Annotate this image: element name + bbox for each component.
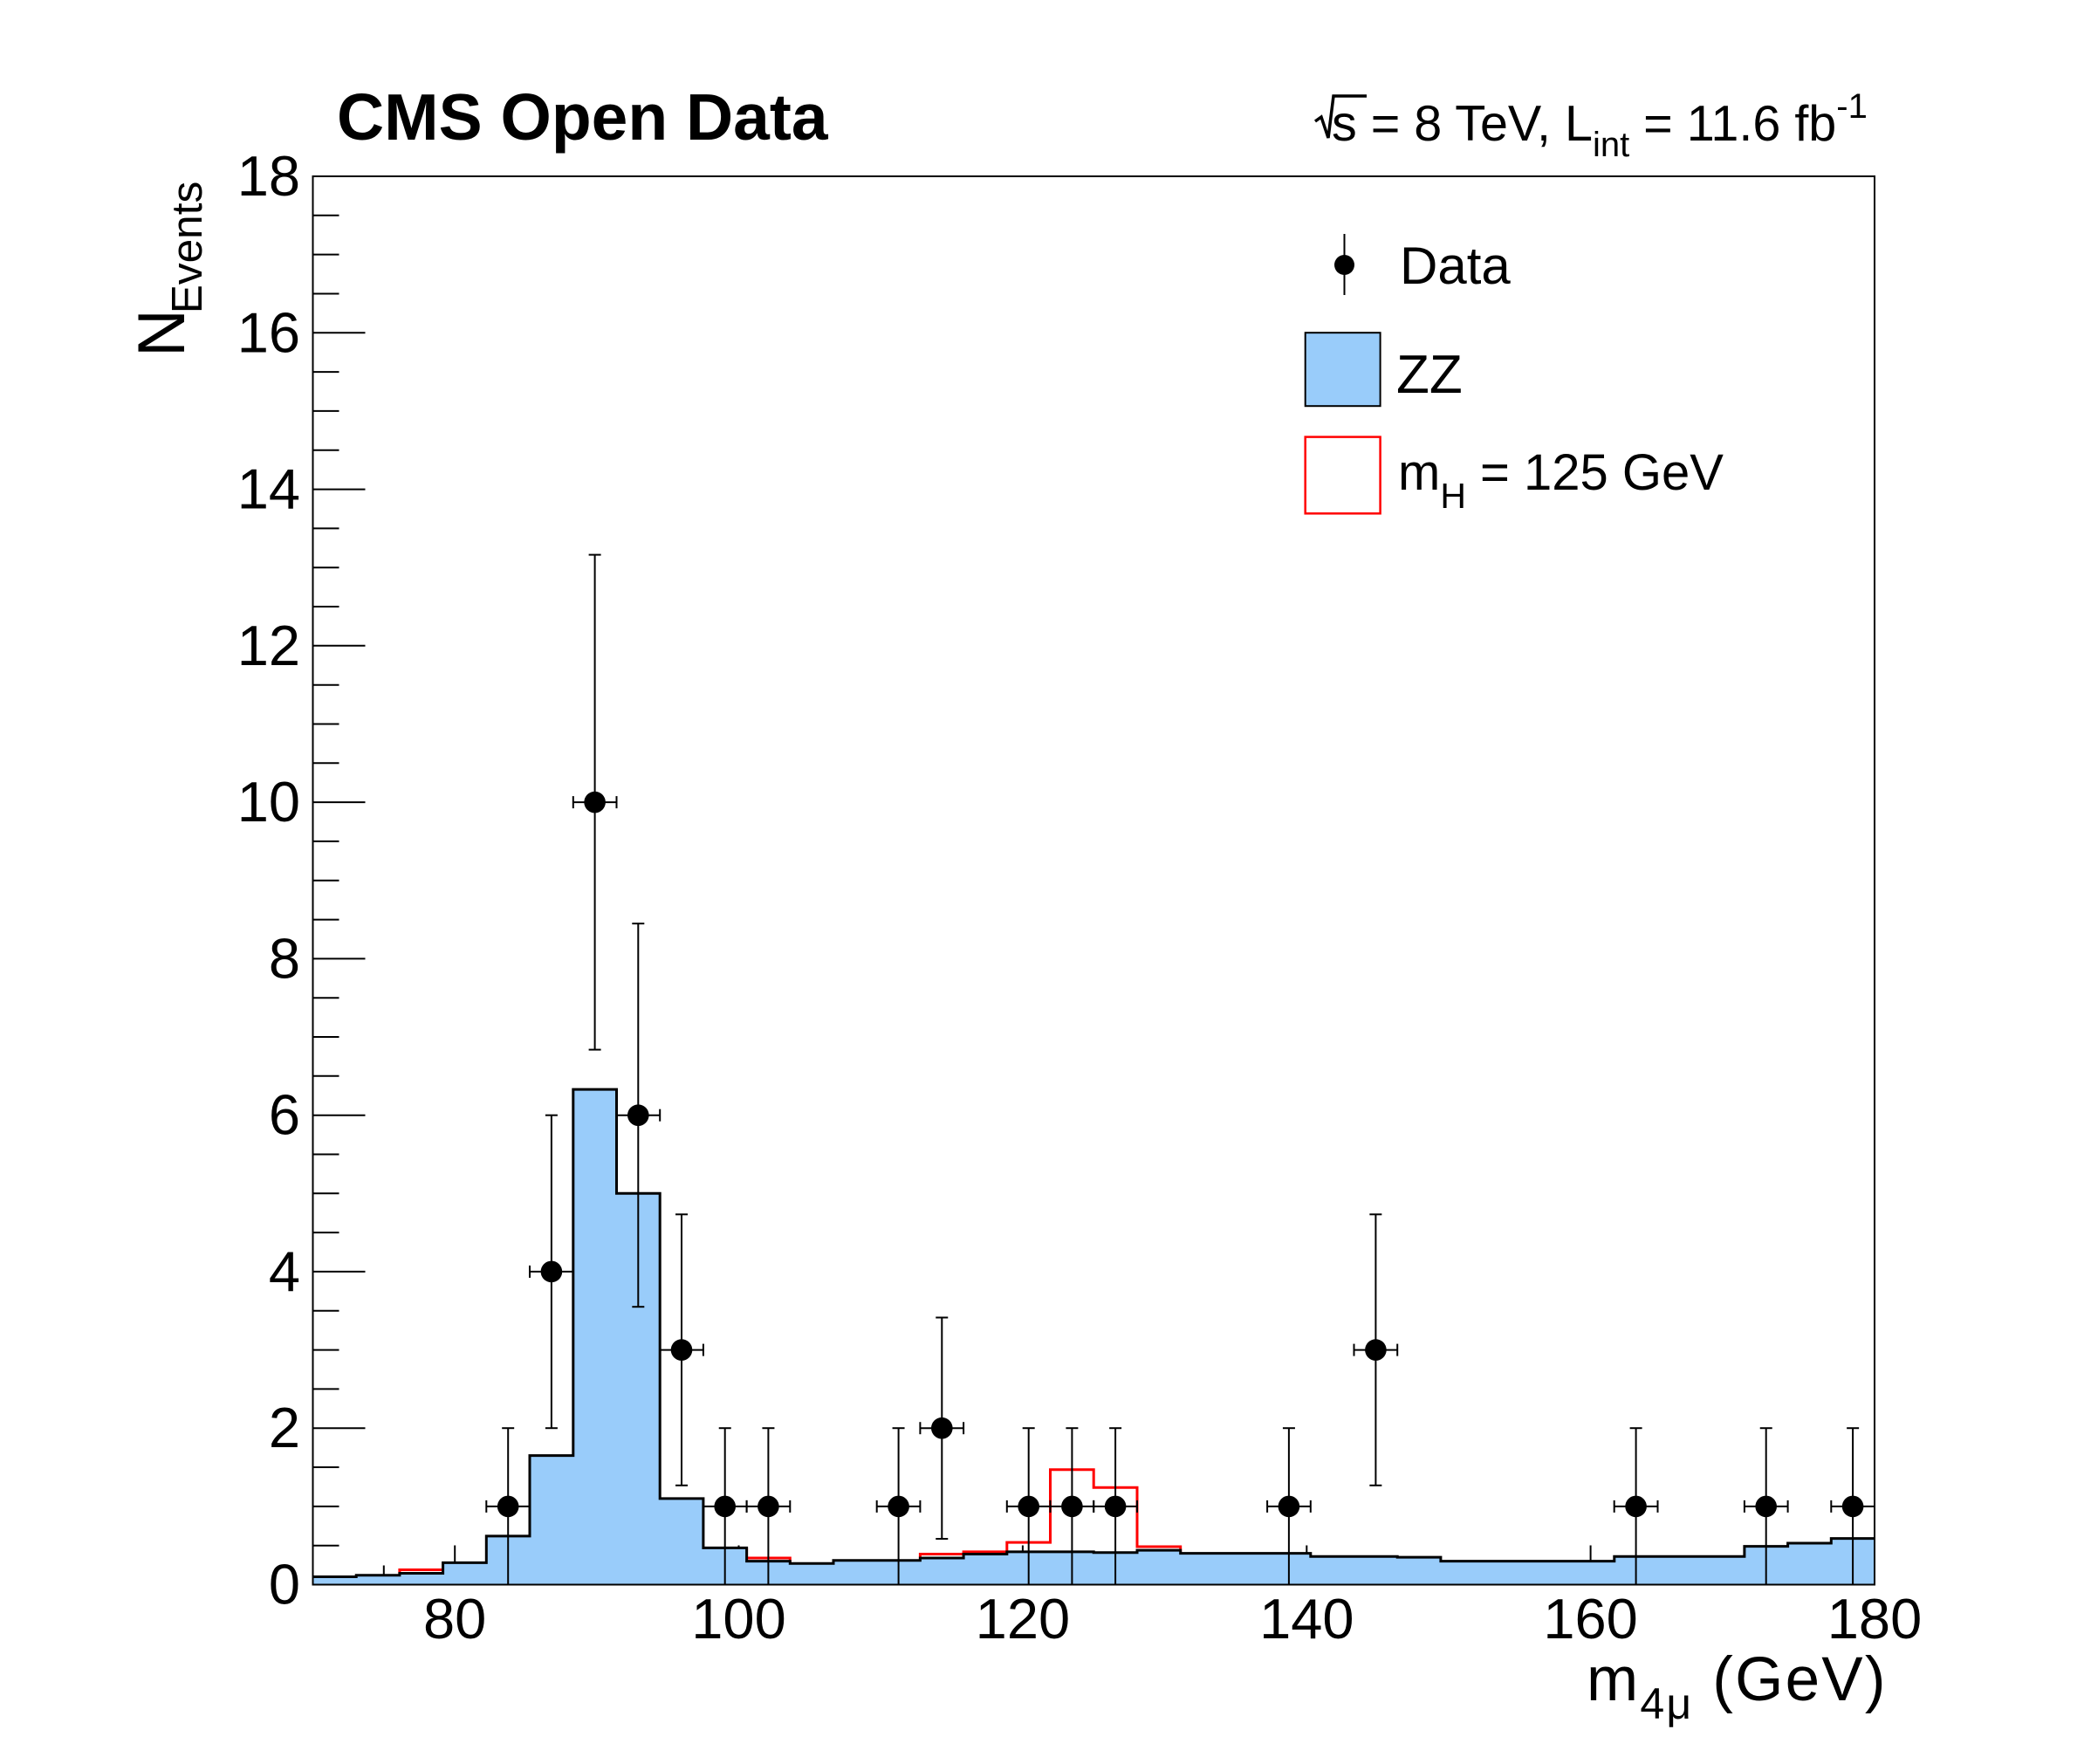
svg-text:CMS Open Data: CMS Open Data [337,80,829,154]
svg-text:160: 160 [1543,1587,1637,1651]
svg-text:4: 4 [269,1239,300,1303]
svg-text:18: 18 [237,144,300,208]
svg-text:120: 120 [976,1587,1070,1651]
svg-text:6: 6 [269,1083,300,1147]
svg-text:8: 8 [269,926,300,990]
svg-text:80: 80 [423,1587,486,1651]
svg-text:2: 2 [269,1396,300,1459]
svg-text:14: 14 [237,457,300,521]
svg-text:100: 100 [691,1587,785,1651]
svg-text:ZZ: ZZ [1396,345,1463,405]
svg-text:16: 16 [237,300,300,364]
svg-text:0: 0 [269,1553,300,1616]
svg-text:s = 8 TeV, Lint = 11.6 fb-1: s = 8 TeV, Lint = 11.6 fb-1 [1332,87,1868,164]
svg-text:Data: Data [1400,237,1511,295]
svg-text:140: 140 [1259,1587,1354,1651]
svg-text:10: 10 [237,770,300,834]
svg-text:180: 180 [1827,1587,1922,1651]
svg-text:12: 12 [237,614,300,677]
